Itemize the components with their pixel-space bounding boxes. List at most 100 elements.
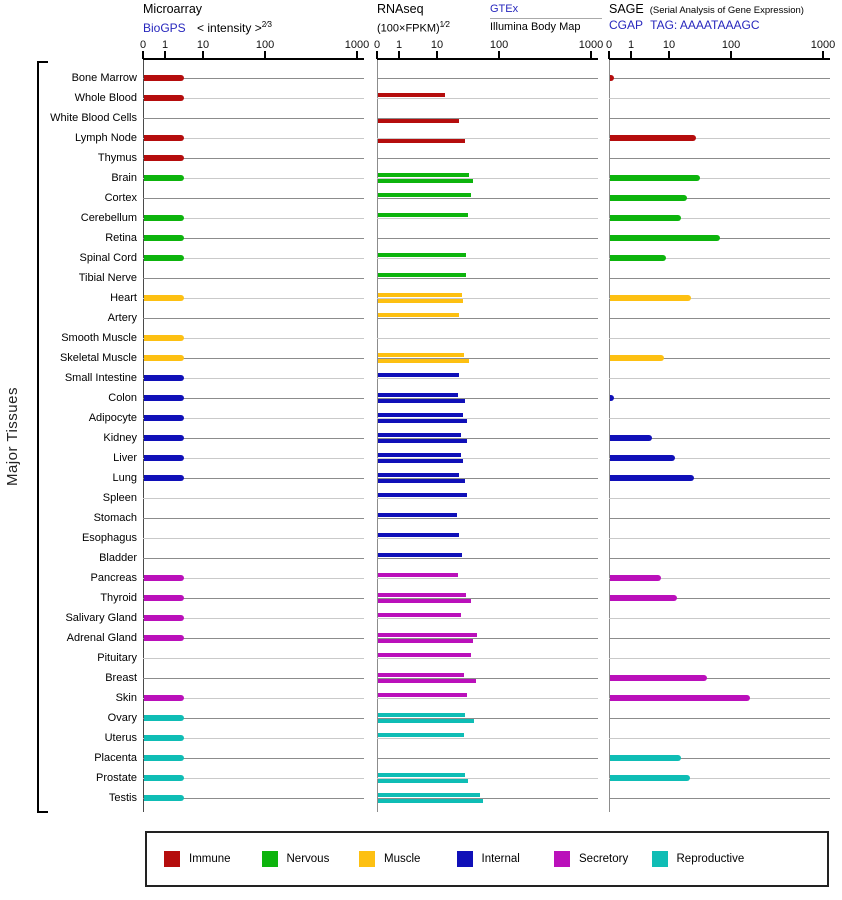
axis-tick <box>436 51 439 59</box>
row-gridline <box>609 118 830 119</box>
axis-tick <box>264 51 267 59</box>
row-gridline <box>143 718 364 719</box>
row-gridline <box>377 378 598 379</box>
tissue-label: Bladder <box>99 552 137 564</box>
microarray-bar <box>144 735 185 741</box>
legend-label: Nervous <box>286 853 330 865</box>
row-gridline <box>143 558 364 559</box>
row-gridline <box>609 718 830 719</box>
cgap-link[interactable]: CGAP <box>609 18 643 32</box>
legend-item-secretory: Secretory <box>554 851 628 867</box>
rnaseq-gtex-bar <box>378 353 464 357</box>
row-gridline <box>377 758 598 759</box>
row-gridline <box>609 378 830 379</box>
row-gridline <box>609 278 830 279</box>
row-gridline <box>609 138 830 139</box>
microarray-bar <box>144 395 185 401</box>
row-gridline <box>609 338 830 339</box>
legend-item-reproductive: Reproductive <box>651 851 744 867</box>
tissue-label: Thymus <box>97 152 137 164</box>
row-gridline <box>609 498 830 499</box>
row-gridline <box>143 258 364 259</box>
tissue-label: Skin <box>115 692 137 704</box>
rnaseq-gtex-bar <box>378 553 462 557</box>
tissue-label: Cerebellum <box>80 212 137 224</box>
microarray-measure-label: < intensity > <box>197 21 262 35</box>
rnaseq-illumina-bar <box>378 299 463 303</box>
tissue-label: Adipocyte <box>88 412 137 424</box>
rnaseq-gtex-bar <box>378 693 467 697</box>
row-gridline <box>143 618 364 619</box>
row-gridline <box>377 338 598 339</box>
gtex-link[interactable]: GTEx <box>490 3 519 15</box>
legend-item-internal: Internal <box>456 851 520 867</box>
row-gridline <box>609 318 830 319</box>
row-gridline <box>609 578 830 579</box>
row-gridline <box>143 78 364 79</box>
tissue-label: Brain <box>111 172 137 184</box>
row-gridline <box>143 738 364 739</box>
sage-bar <box>610 755 681 761</box>
rnaseq-illumina-bar <box>378 119 460 123</box>
axis-tick <box>398 51 400 59</box>
axis-line <box>377 58 598 60</box>
rnaseq-measure-label: (100×FPKM) <box>377 22 440 35</box>
row-gridline <box>609 778 830 779</box>
row-gridline <box>609 478 830 479</box>
row-gridline <box>377 598 598 599</box>
rnaseq-gtex-bar <box>378 773 465 777</box>
row-gridline <box>609 538 830 539</box>
bracket-bottom-arm <box>37 811 48 813</box>
row-gridline <box>609 458 830 459</box>
rnaseq-illumina-bar <box>378 479 465 483</box>
legend-label: Internal <box>481 853 520 865</box>
row-gridline <box>377 698 598 699</box>
tissue-label: Bone Marrow <box>71 72 137 84</box>
row-gridline <box>143 278 364 279</box>
axis-tick <box>498 51 501 59</box>
rnaseq-gtex-bar <box>378 193 472 197</box>
axis-line <box>143 58 364 60</box>
microarray-bar <box>144 255 185 261</box>
rnaseq-gtex-bar <box>378 513 457 517</box>
sage-bar <box>610 395 615 401</box>
axis-tick-label: 100 <box>721 39 741 51</box>
microarray-bar <box>144 355 185 361</box>
legend-label: Immune <box>189 853 231 865</box>
axis-tick-label: 0 <box>139 39 147 51</box>
row-gridline <box>143 538 364 539</box>
row-gridline <box>609 218 830 219</box>
axis-tick-label: 10 <box>662 39 676 51</box>
microarray-bar <box>144 175 185 181</box>
row-gridline <box>377 218 598 219</box>
sage-bar <box>610 575 662 581</box>
biogps-link[interactable]: BioGPS <box>143 21 186 35</box>
sage-bar <box>610 355 665 361</box>
row-gridline <box>143 658 364 659</box>
rnaseq-gtex-bar <box>378 713 465 717</box>
microarray-bar <box>144 335 185 341</box>
rnaseq-illumina-bar <box>378 639 474 643</box>
row-gridline <box>377 118 598 119</box>
axis-tick <box>356 51 359 59</box>
rnaseq-exponent: 1⁄2 <box>439 20 450 29</box>
row-gridline <box>609 158 830 159</box>
row-gridline <box>377 78 598 79</box>
tissue-label: Smooth Muscle <box>61 332 137 344</box>
axis-tick <box>608 51 610 59</box>
row-gridline <box>143 478 364 479</box>
sage-bar <box>610 435 653 441</box>
tissue-label: Ovary <box>107 712 137 724</box>
microarray-bar <box>144 135 185 141</box>
rnaseq-gtex-bar <box>378 613 461 617</box>
rnaseq-gtex-bar <box>378 653 472 657</box>
panel-left-border <box>377 60 378 812</box>
sage-bar <box>610 775 691 781</box>
row-gridline <box>143 358 364 359</box>
tissue-label: Pituitary <box>97 652 137 664</box>
rnaseq-header: RNAseq (100×FPKM)1⁄2 <box>377 2 450 37</box>
microarray-header: Microarray BioGPS < intensity >2⁄3 <box>143 2 272 36</box>
sage-bar <box>610 675 708 681</box>
axis-tick <box>376 51 378 59</box>
axis-tick <box>590 51 593 59</box>
